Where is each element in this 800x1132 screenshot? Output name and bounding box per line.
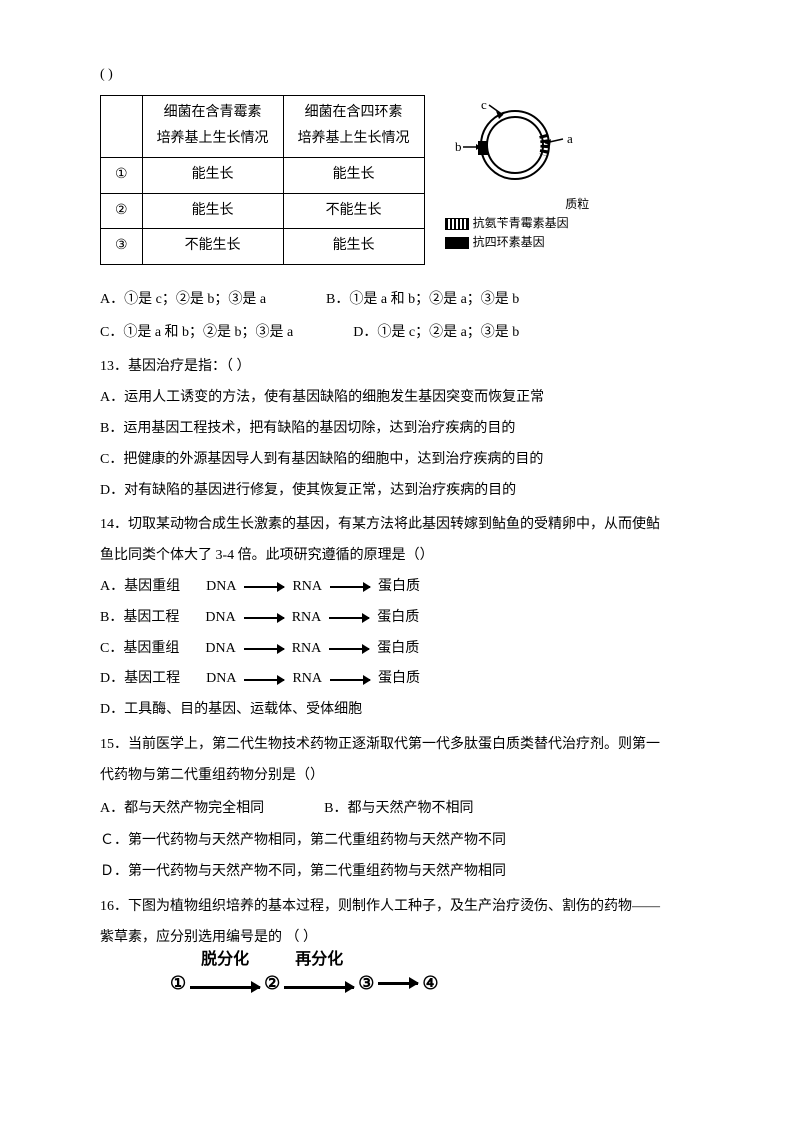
q14-stem2: 鱼比同类个体大了 3-4 倍。此项研究遵循的原理是（） bbox=[100, 541, 710, 572]
q13-stem: 13．基因治疗是指：（ ） bbox=[100, 352, 710, 383]
arrow-icon bbox=[329, 648, 369, 650]
big-arrow-icon bbox=[378, 982, 418, 985]
prot-c: 蛋白质 bbox=[377, 634, 419, 665]
q12-d: D．①是 c；②是 a；③是 b bbox=[353, 318, 519, 349]
q14-d-line: D．基因工程 DNA RNA 蛋白质 bbox=[100, 664, 710, 695]
q15-a: A．都与天然产物完全相同 bbox=[100, 794, 264, 825]
row3-a: 不能生长 bbox=[142, 229, 283, 265]
col1-header: 细菌在含青霉素 培养基上生长情况 bbox=[142, 95, 283, 157]
q15-row1: A．都与天然产物完全相同 B．都与天然产物不相同 bbox=[100, 794, 710, 825]
label-b: b bbox=[455, 139, 462, 154]
q14-b-line: B．基因工程 DNA RNA 蛋白质 bbox=[100, 603, 710, 634]
arrow-icon bbox=[330, 679, 370, 681]
label-c: c bbox=[481, 97, 487, 112]
big-arrow-icon bbox=[284, 986, 354, 989]
row1-b: 能生长 bbox=[283, 157, 424, 193]
q13-a: A．运用人工诱变的方法，使有基因缺陷的细胞发生基因突变而恢复正常 bbox=[100, 383, 710, 414]
row1-a: 能生长 bbox=[142, 157, 283, 193]
n1: ① bbox=[170, 964, 186, 1004]
q14-e: D．工具酶、目的基因、运载体、受体细胞 bbox=[100, 695, 710, 726]
leg2: 抗四环素基因 bbox=[473, 233, 545, 252]
zig-swatch bbox=[445, 218, 469, 230]
row2-num: ② bbox=[101, 193, 143, 229]
q14-c: C．基因重组 bbox=[100, 634, 179, 665]
q15-stem1: 15．当前医学上，第二代生物技术药物正逐渐取代第一代多肽蛋白质类替代治疗剂。则第… bbox=[100, 730, 710, 761]
q16-flow: ① 脱分化 ② 再分化 ③ ④ bbox=[170, 964, 710, 1004]
rna-b: RNA bbox=[292, 603, 322, 634]
col2-l2: 培养基上生长情况 bbox=[298, 131, 410, 146]
rna-c: RNA bbox=[292, 634, 322, 665]
arrow-icon bbox=[244, 617, 284, 619]
q16-stem1: 16．下图为植物组织培养的基本过程，则制作人工种子，及生产治疗烫伤、割伤的药物—… bbox=[100, 892, 710, 923]
q14-c-line: C．基因重组 DNA RNA 蛋白质 bbox=[100, 634, 710, 665]
arrow-icon bbox=[244, 586, 284, 588]
dna-a: DNA bbox=[206, 572, 236, 603]
arrow-icon bbox=[330, 586, 370, 588]
col1-l2: 培养基上生长情况 bbox=[157, 131, 269, 146]
prot-a: 蛋白质 bbox=[378, 572, 420, 603]
plasmid-diagram: b a c 质粒 抗氨苄青霉素基因 抗四环素基因 bbox=[445, 91, 710, 253]
n2: ② bbox=[264, 964, 280, 1004]
q14-b: B．基因工程 bbox=[100, 603, 179, 634]
q14-a-line: A．基因重组 DNA RNA 蛋白质 bbox=[100, 572, 710, 603]
row3-b: 能生长 bbox=[283, 229, 424, 265]
q14-d: D．基因工程 bbox=[100, 664, 180, 695]
q13-b: B．运用基因工程技术，把有缺陷的基因切除，达到治疗疾病的目的 bbox=[100, 414, 710, 445]
label-a: a bbox=[567, 131, 573, 146]
plasmid-label: 质粒 bbox=[445, 195, 710, 214]
plasmid-svg: b a c bbox=[445, 97, 585, 193]
rna-d: RNA bbox=[292, 664, 322, 695]
prot-d: 蛋白质 bbox=[378, 664, 420, 695]
q12-a: A．①是 c；②是 b；③是 a bbox=[100, 285, 266, 316]
col1-l1: 细菌在含青霉素 bbox=[164, 105, 262, 120]
arrow-icon bbox=[244, 679, 284, 681]
col2-l1: 细菌在含四环素 bbox=[305, 105, 403, 120]
q14-stem1: 14．切取某动物合成生长激素的基因，有某方法将此基因转嫁到鲇鱼的受精卵中，从而使… bbox=[100, 510, 710, 541]
dna-d: DNA bbox=[206, 664, 236, 695]
rna-a: RNA bbox=[292, 572, 322, 603]
table-and-diagram: 细菌在含青霉素 培养基上生长情况 细菌在含四环素 培养基上生长情况 ① 能生长 … bbox=[100, 91, 710, 265]
blank-cell bbox=[101, 95, 143, 157]
q15-d: Ｄ．第一代药物与天然产物不同，第二代重组药物与天然产物相同 bbox=[100, 857, 710, 888]
q13-c: C．把健康的外源基因导人到有基因缺陷的细胞中，达到治疗疾病的目的 bbox=[100, 445, 710, 476]
col2-header: 细菌在含四环素 培养基上生长情况 bbox=[283, 95, 424, 157]
row2-b: 不能生长 bbox=[283, 193, 424, 229]
row3-num: ③ bbox=[101, 229, 143, 265]
arrow-icon bbox=[244, 648, 284, 650]
growth-table: 细菌在含青霉素 培养基上生长情况 细菌在含四环素 培养基上生长情况 ① 能生长 … bbox=[100, 95, 425, 265]
n3: ③ bbox=[358, 964, 374, 1004]
q12-c: C．①是 a 和 b；②是 b；③是 a bbox=[100, 318, 293, 349]
q15-c: Ｃ．第一代药物与天然产物相同，第二代重组药物与天然产物不同 bbox=[100, 826, 710, 857]
q12-b: B．①是 a 和 b；②是 a；③是 b bbox=[326, 285, 519, 316]
n4: ④ bbox=[422, 964, 438, 1004]
dna-b: DNA bbox=[205, 603, 235, 634]
prot-b: 蛋白质 bbox=[377, 603, 419, 634]
legend: 质粒 抗氨苄青霉素基因 抗四环素基因 bbox=[445, 195, 710, 253]
q13-d: D．对有缺陷的基因进行修复，使其恢复正常，达到治疗疾病的目的 bbox=[100, 476, 710, 507]
black-swatch bbox=[445, 237, 469, 249]
q12-row2: C．①是 a 和 b；②是 b；③是 a D．①是 c；②是 a；③是 b bbox=[100, 318, 710, 349]
dna-c: DNA bbox=[205, 634, 235, 665]
q15-b: B．都与天然产物不相同 bbox=[324, 794, 473, 825]
step2: 再分化 bbox=[284, 942, 354, 977]
q15-stem2: 代药物与第二代重组药物分别是（） bbox=[100, 761, 710, 792]
row2-a: 能生长 bbox=[142, 193, 283, 229]
q14-a: A．基因重组 bbox=[100, 572, 180, 603]
header-paren: ( ) bbox=[100, 60, 710, 91]
leg1: 抗氨苄青霉素基因 bbox=[473, 214, 569, 233]
big-arrow-icon bbox=[190, 986, 260, 989]
q12-row1: A．①是 c；②是 b；③是 a B．①是 a 和 b；②是 a；③是 b bbox=[100, 285, 710, 316]
arrow-icon bbox=[329, 617, 369, 619]
row1-num: ① bbox=[101, 157, 143, 193]
step1: 脱分化 bbox=[190, 942, 260, 977]
